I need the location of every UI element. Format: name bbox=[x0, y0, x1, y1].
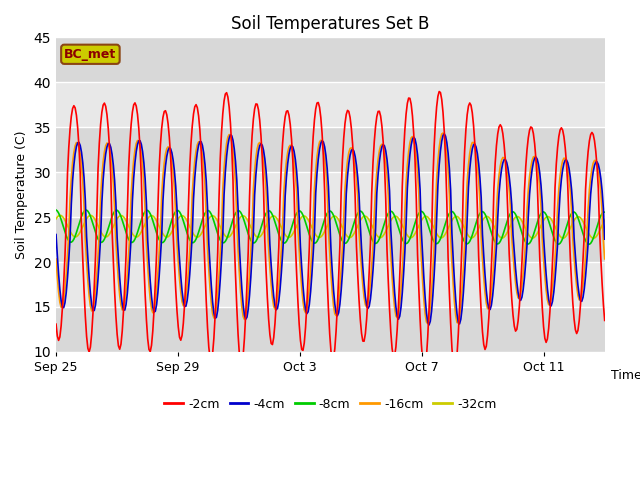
Y-axis label: Soil Temperature (C): Soil Temperature (C) bbox=[15, 131, 28, 259]
Bar bbox=[56, 37, 605, 82]
X-axis label: Time: Time bbox=[611, 369, 640, 382]
Bar bbox=[56, 127, 605, 172]
Bar bbox=[56, 172, 605, 217]
Bar bbox=[56, 307, 605, 352]
Text: BC_met: BC_met bbox=[64, 48, 116, 61]
Bar bbox=[56, 262, 605, 307]
Bar bbox=[56, 217, 605, 262]
Legend: -2cm, -4cm, -8cm, -16cm, -32cm: -2cm, -4cm, -8cm, -16cm, -32cm bbox=[159, 393, 501, 416]
Bar bbox=[56, 82, 605, 127]
Title: Soil Temperatures Set B: Soil Temperatures Set B bbox=[231, 15, 429, 33]
